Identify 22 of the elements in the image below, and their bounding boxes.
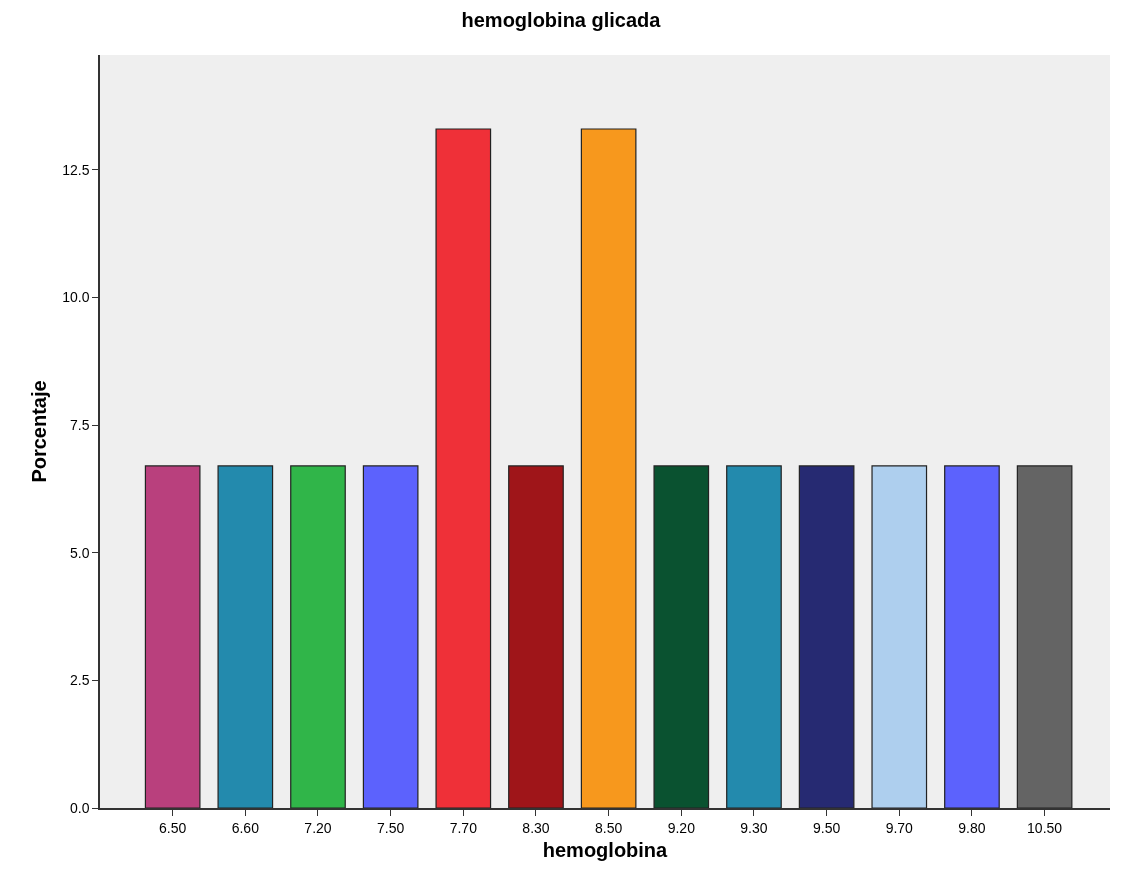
y-tick-label: 12.5 (62, 161, 90, 178)
x-tick-label: 9.30 (740, 819, 768, 836)
x-tick-label: 8.50 (595, 819, 623, 836)
x-tick-label: 7.50 (377, 819, 405, 836)
y-tick-label: 10.0 (62, 289, 90, 306)
y-tick-label: 2.5 (69, 672, 90, 689)
x-tick-label: 7.20 (304, 819, 332, 836)
y-tick-label: 5.0 (69, 544, 90, 561)
x-tick-label: 9.70 (885, 819, 914, 836)
y-tick-label: 7.5 (69, 417, 90, 434)
x-tick-label: 9.80 (958, 819, 986, 836)
chart-title: hemoglobina glicada (461, 9, 662, 32)
x-axis-title: hemoglobina (542, 838, 669, 861)
x-tick-label: 8.30 (522, 819, 550, 836)
y-tick-label: 0.0 (69, 799, 90, 816)
x-tick-label: 9.20 (667, 819, 696, 836)
x-tick-label: 10.50 (1027, 819, 1063, 836)
x-tick-label: 7.70 (449, 819, 478, 836)
x-tick-label: 6.60 (231, 819, 260, 836)
x-tick-label: 9.50 (812, 819, 841, 836)
x-tick-label: 6.50 (159, 819, 187, 836)
y-axis-title: Porcentaje (28, 380, 51, 483)
